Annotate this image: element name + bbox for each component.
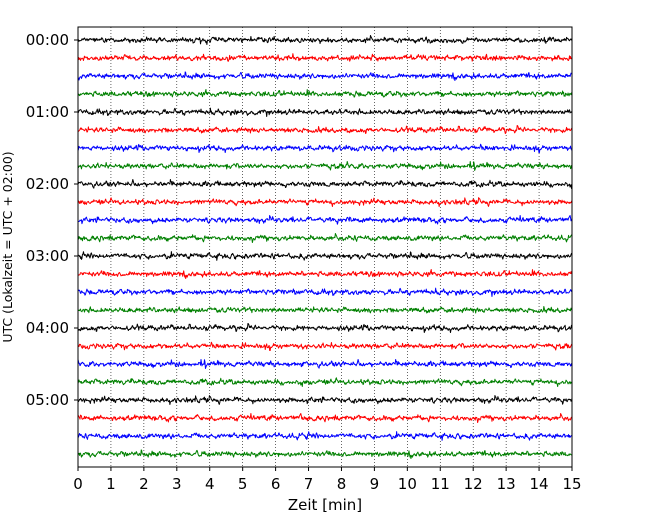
trace-line — [77, 233, 573, 243]
trace-line — [77, 143, 573, 153]
trace-line — [77, 71, 573, 81]
x-tick-label: 10 — [398, 475, 417, 493]
trace-line — [77, 359, 573, 369]
x-tick-label: 13 — [497, 475, 516, 493]
trace-line — [77, 341, 573, 351]
plot-frame — [77, 26, 573, 468]
x-tick-label: 15 — [562, 475, 581, 493]
trace-line — [77, 377, 573, 387]
y-tick-label: 04:00 — [26, 319, 69, 337]
trace-line — [77, 413, 573, 423]
y-tick-label: 05:00 — [26, 391, 69, 409]
x-tick-label: 6 — [271, 475, 281, 493]
trace-line — [77, 89, 573, 98]
trace-line — [77, 323, 573, 333]
x-tick-label: 9 — [370, 475, 380, 493]
trace-line — [77, 161, 573, 171]
x-tick-label: 12 — [464, 475, 483, 493]
x-tick-label: 0 — [73, 475, 83, 493]
y-tick-label: 00:00 — [26, 31, 69, 49]
seismic-traces — [77, 35, 573, 459]
trace-line — [77, 215, 573, 225]
x-tick-label: 8 — [337, 475, 347, 493]
trace-line — [77, 107, 573, 117]
x-tick-label: 3 — [172, 475, 182, 493]
y-axis-title: UTC (Lokalzeit = UTC + 02:00) — [0, 151, 15, 342]
plot-background — [78, 27, 572, 467]
x-tick-label: 1 — [106, 475, 116, 493]
x-tick-label: 2 — [139, 475, 149, 493]
x-tick-label: 4 — [205, 475, 215, 493]
trace-line — [77, 197, 573, 207]
x-axis-ticks: 0 1 2 3 4 5 6 7 8 9 10 11 12 13 14 15 — [73, 467, 582, 493]
trace-line — [77, 251, 573, 261]
y-tick-label: 01:00 — [26, 103, 69, 121]
trace-line — [77, 179, 573, 189]
trace-line — [77, 431, 573, 441]
x-tick-label: 5 — [238, 475, 248, 493]
vertical-grid — [110, 27, 540, 467]
trace-line — [77, 35, 573, 45]
trace-line — [77, 53, 573, 62]
y-tick-label: 03:00 — [26, 247, 69, 265]
x-tick-label: 7 — [304, 475, 314, 493]
y-tick-label: 02:00 — [26, 175, 69, 193]
x-tick-label: 11 — [431, 475, 450, 493]
trace-line — [77, 287, 573, 297]
x-tick-label: 14 — [530, 475, 549, 493]
y-axis-ticks: 00:00 01:00 02:00 03:00 04:00 05:00 — [26, 31, 78, 409]
trace-line — [77, 449, 573, 459]
x-axis-title: Zeit [min] — [288, 496, 362, 514]
trace-line — [77, 395, 573, 405]
trace-line — [77, 306, 573, 314]
trace-line — [77, 269, 573, 279]
trace-line — [77, 125, 573, 135]
